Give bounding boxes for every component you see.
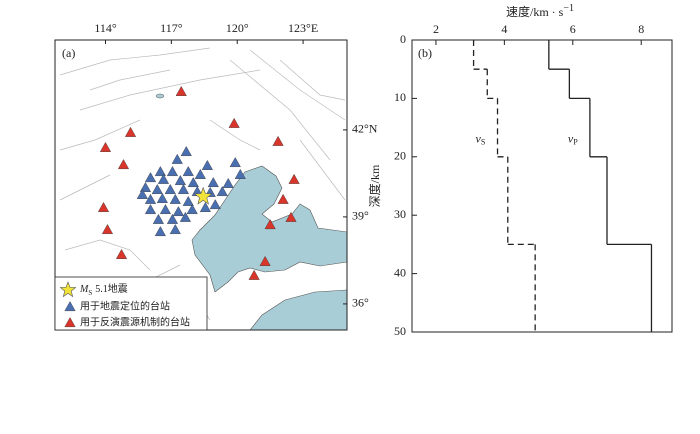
station (136, 188, 148, 199)
station (194, 168, 206, 179)
series-label: vP (568, 131, 578, 146)
station (169, 193, 181, 204)
station (175, 86, 187, 96)
plot-frame (411, 39, 673, 333)
station (171, 153, 183, 164)
station (115, 248, 128, 259)
series-subscript: S (481, 137, 485, 146)
station (164, 184, 176, 194)
station (216, 186, 228, 197)
station (117, 159, 130, 170)
series-name: v (568, 131, 574, 145)
legend-label: 用于反演震源机制的台站 (80, 315, 190, 328)
lon-tick-label: 114° (94, 21, 117, 35)
legend-symbol (59, 281, 77, 298)
station (101, 224, 114, 235)
station (124, 126, 137, 137)
sea (249, 289, 347, 330)
station (248, 269, 260, 280)
y-tick-label: 0 (400, 32, 406, 46)
lon-tick-label: 123°E (288, 21, 318, 35)
station (99, 141, 112, 152)
station (177, 184, 190, 194)
legend-label: 用于地震定位的台站 (80, 299, 170, 312)
station (152, 213, 164, 224)
legend-text: 5.1地震 (95, 282, 128, 295)
legend-label: MS 5.1地震 (79, 282, 128, 296)
station (166, 166, 179, 177)
lon-tick-label: 120° (226, 21, 249, 35)
station (166, 213, 179, 224)
station (259, 255, 271, 266)
panel-label: (a) (62, 46, 75, 60)
y-tick-label: 50 (394, 324, 406, 338)
y-axis-title: 深度/km (367, 164, 382, 207)
panel-label: (b) (418, 46, 432, 60)
station (186, 204, 198, 214)
station (169, 224, 181, 235)
station (199, 202, 211, 212)
station (159, 204, 171, 214)
station (174, 175, 186, 185)
lake (155, 93, 165, 99)
station (272, 135, 284, 146)
station (222, 177, 234, 188)
lat-tick-label: 36° (352, 296, 369, 310)
station (144, 172, 157, 183)
station (285, 211, 297, 222)
y-tick-label: 20 (394, 149, 406, 163)
y-tick-label: 10 (394, 90, 406, 104)
station (288, 173, 300, 184)
station (228, 117, 240, 128)
station (182, 195, 194, 206)
y-tick-label: 40 (394, 265, 406, 279)
station (156, 193, 168, 203)
series-subscript: P (573, 137, 578, 146)
station (182, 166, 194, 177)
series-name: v (476, 131, 482, 145)
station (157, 173, 170, 184)
legend-symbol (64, 317, 76, 328)
station (229, 157, 241, 168)
epicenter (193, 186, 213, 205)
series-label: vS (476, 131, 486, 146)
x-axis-title-text: 速度/km · s (506, 4, 564, 19)
station (179, 211, 191, 222)
x-axis-title-sup: −1 (563, 3, 574, 14)
legend-symbol (64, 301, 76, 312)
lat-tick-label: 42°N (352, 122, 378, 136)
legend-subscript: S (88, 289, 92, 297)
station (209, 199, 221, 210)
station (207, 177, 219, 188)
x-tick-label: 2 (433, 22, 439, 36)
station (139, 181, 152, 192)
lon-tick-label: 117° (160, 21, 183, 35)
lat-tick-label: 39° (352, 209, 369, 223)
x-tick-label: 8 (638, 22, 644, 36)
x-tick-label: 4 (501, 22, 507, 36)
station (172, 206, 184, 217)
x-tick-label: 6 (570, 22, 576, 36)
legend-box (54, 276, 208, 331)
legend-symbol-text: M (79, 284, 89, 295)
station (97, 202, 110, 212)
station (187, 177, 199, 188)
station (154, 226, 166, 237)
station (201, 159, 213, 170)
station (264, 219, 276, 230)
station (144, 193, 157, 204)
station (277, 193, 289, 204)
station (154, 166, 166, 177)
station (151, 184, 163, 194)
y-tick-label: 30 (394, 207, 406, 221)
station (144, 204, 157, 214)
x-axis-title: 速度/km · s−1 (506, 3, 574, 18)
station (234, 168, 246, 179)
station (180, 146, 192, 156)
